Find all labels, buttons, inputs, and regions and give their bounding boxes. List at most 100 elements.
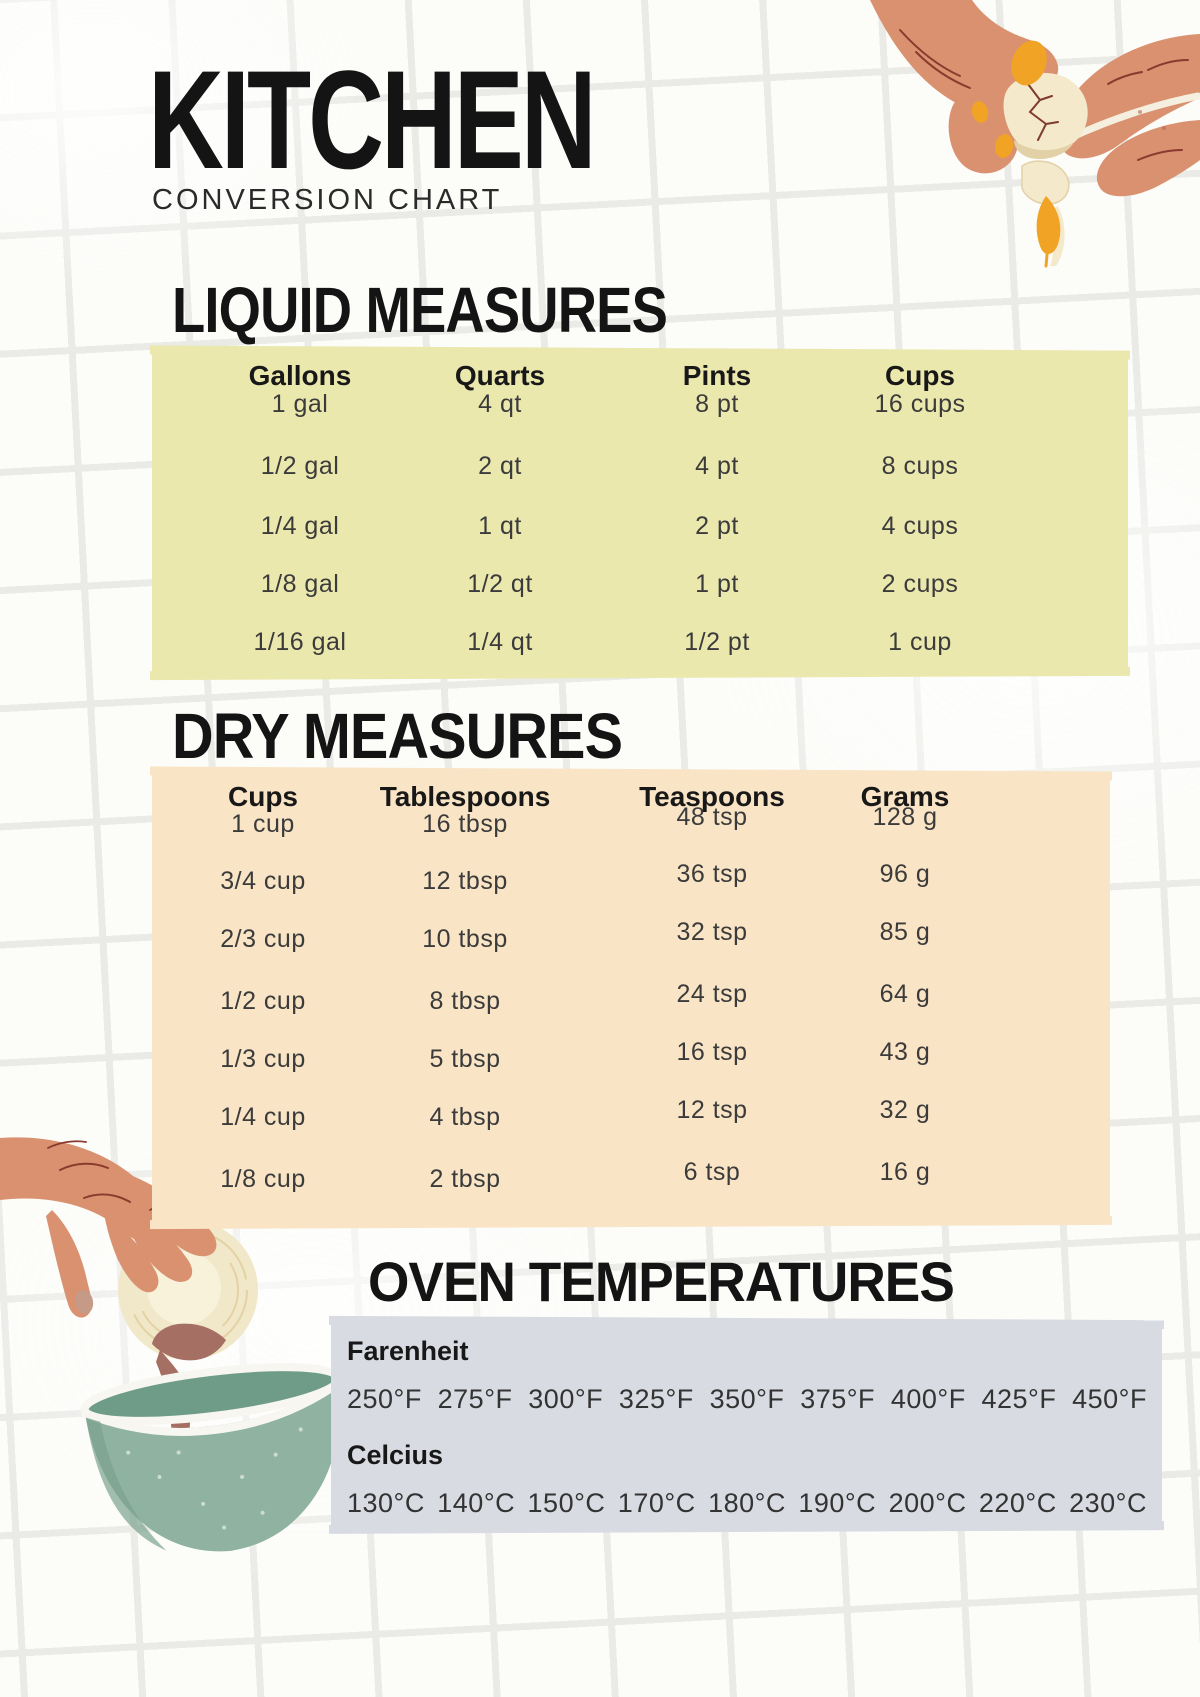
table-cell: 43 g <box>879 1038 931 1066</box>
temp-value: 170°C <box>617 1488 696 1518</box>
pour-pool <box>152 1323 226 1361</box>
oven-temperatures-table: Farenheit 250°F 275°F 300°F 325°F 350°F … <box>331 1322 1162 1528</box>
temp-value: 250°F <box>347 1384 422 1414</box>
table-cell: 4 pt <box>695 452 739 480</box>
table-cell: 48 tsp <box>676 803 748 831</box>
table-cell: 96 g <box>879 860 931 888</box>
column-header: Tablespoons <box>379 781 551 812</box>
egg-cracking-illustration <box>870 0 1200 268</box>
temp-value: 230°C <box>1069 1488 1147 1518</box>
column-header: Grams <box>860 781 950 812</box>
dry-measures-table: Cups 1 cup 3/4 cup 2/3 cup 1/2 cup 1/3 c… <box>152 773 1110 1223</box>
liquid-column-pints: Pints 8 pt 4 pt 2 pt 1 pt 1/2 pt <box>607 352 827 674</box>
table-cell: 36 tsp <box>676 860 748 888</box>
table-cell: 16 cups <box>874 390 966 418</box>
temp-value: 140°C <box>437 1488 516 1518</box>
table-cell: 2 pt <box>695 512 739 540</box>
temp-value: 190°C <box>798 1488 877 1518</box>
table-cell: 8 tbsp <box>429 987 501 1015</box>
table-cell: 12 tbsp <box>422 867 508 895</box>
table-cell: 1/8 cup <box>220 1165 306 1193</box>
temp-value: 275°F <box>437 1384 513 1414</box>
temp-value: 180°C <box>708 1488 786 1518</box>
table-cell: 10 tbsp <box>422 925 508 953</box>
table-cell: 1/3 cup <box>220 1045 306 1073</box>
liquid-measures-table: Gallons 1 gal 1/2 gal 1/4 gal 1/8 gal 1/… <box>152 352 1128 674</box>
table-cell: 8 pt <box>695 390 739 418</box>
table-cell: 2 tbsp <box>429 1165 501 1193</box>
column-header: Pints <box>682 360 752 391</box>
column-header: Teaspoons <box>639 781 785 812</box>
table-cell: 32 g <box>879 1096 931 1124</box>
table-cell: 128 g <box>872 803 938 831</box>
table-cell: 1/2 cup <box>220 987 306 1015</box>
temp-value: 200°C <box>888 1488 967 1518</box>
table-cell: 1/2 qt <box>467 570 533 598</box>
page-title: KITCHEN <box>148 41 597 198</box>
egg-drip <box>1021 160 1070 268</box>
table-cell: 1 qt <box>478 512 522 540</box>
table-cell: 4 cups <box>881 512 959 540</box>
oven-temperatures-heading: OVEN TEMPERATURES <box>368 1250 955 1313</box>
egg-shell <box>1003 72 1088 160</box>
dry-column-cups: Cups 1 cup 3/4 cup 2/3 cup 1/2 cup 1/3 c… <box>153 773 373 1223</box>
table-cell: 5 tbsp <box>429 1045 501 1073</box>
table-cell: 1/4 gal <box>260 512 340 540</box>
table-cell: 1 cup <box>888 628 952 656</box>
dry-column-tablespoons: Tablespoons 16 tbsp 12 tbsp 10 tbsp 8 tb… <box>355 773 575 1223</box>
temp-value: 400°F <box>890 1384 966 1414</box>
table-cell: 8 cups <box>881 452 959 480</box>
table-cell: 16 tbsp <box>422 810 508 838</box>
dry-measures-heading: DRY MEASURES <box>172 700 623 772</box>
table-cell: 1/4 cup <box>220 1103 306 1131</box>
fahrenheit-values-row: 250°F 275°F 300°F 325°F 350°F 375°F 400°… <box>347 1384 1147 1415</box>
column-header: Gallons <box>248 360 352 391</box>
liquid-column-gallons: Gallons 1 gal 1/2 gal 1/4 gal 1/8 gal 1/… <box>190 352 410 674</box>
table-cell: 6 tsp <box>683 1158 741 1186</box>
table-cell: 1/2 pt <box>684 628 750 656</box>
table-cell: 1/4 qt <box>467 628 533 656</box>
table-cell: 64 g <box>879 980 931 1008</box>
table-cell: 1 pt <box>695 570 739 598</box>
table-cell: 16 tsp <box>676 1038 748 1066</box>
table-cell: 12 tsp <box>676 1096 748 1124</box>
green-bowl <box>80 1363 345 1552</box>
liquid-column-cups: Cups 16 cups 8 cups 4 cups 2 cups 1 cup <box>810 352 1030 674</box>
table-cell: 2 qt <box>478 452 522 480</box>
table-cell: 16 g <box>879 1158 931 1186</box>
liquid-measures-heading: LIQUID MEASURES <box>172 274 668 346</box>
table-cell: 24 tsp <box>676 980 748 1008</box>
celsius-label: Celcius <box>347 1440 444 1470</box>
temp-value: 375°F <box>800 1384 876 1414</box>
table-cell: 2/3 cup <box>220 925 306 953</box>
temp-value: 300°F <box>528 1384 604 1414</box>
table-cell: 1/8 gal <box>260 570 340 598</box>
temp-value: 325°F <box>618 1384 694 1414</box>
page-subtitle: CONVERSION CHART <box>152 184 503 216</box>
temp-value: 425°F <box>981 1384 1057 1414</box>
liquid-column-quarts: Quarts 4 qt 2 qt 1 qt 1/2 qt 1/4 qt <box>390 352 610 674</box>
table-cell: 1 gal <box>271 390 329 418</box>
dry-column-grams: Grams 128 g 96 g 85 g 64 g 43 g 32 g 16 … <box>795 773 1015 1223</box>
table-cell: 4 tbsp <box>429 1103 501 1131</box>
table-cell: 1/2 gal <box>260 452 340 480</box>
column-header: Quarts <box>454 360 546 391</box>
table-cell: 2 cups <box>881 570 959 598</box>
table-cell: 3/4 cup <box>220 867 306 895</box>
table-cell: 1/16 gal <box>253 628 347 656</box>
table-cell: 32 tsp <box>676 918 748 946</box>
temp-value: 220°C <box>978 1488 1057 1518</box>
pouring-bowl-illustration <box>0 1137 345 1552</box>
celsius-values-row: 130°C 140°C 150°C 170°C 180°C 190°C 200°… <box>347 1488 1147 1519</box>
table-cell: 1 cup <box>231 810 295 838</box>
temp-value: 450°F <box>1072 1384 1147 1414</box>
table-cell: 4 qt <box>478 390 522 418</box>
column-header: Cups <box>885 360 955 391</box>
column-header: Cups <box>228 781 298 812</box>
temp-value: 150°C <box>527 1488 606 1518</box>
fahrenheit-label: Farenheit <box>347 1336 469 1366</box>
table-cell: 85 g <box>879 918 931 946</box>
temp-value: 130°C <box>347 1488 425 1518</box>
dry-column-teaspoons: Teaspoons 48 tsp 36 tsp 32 tsp 24 tsp 16… <box>602 773 822 1223</box>
